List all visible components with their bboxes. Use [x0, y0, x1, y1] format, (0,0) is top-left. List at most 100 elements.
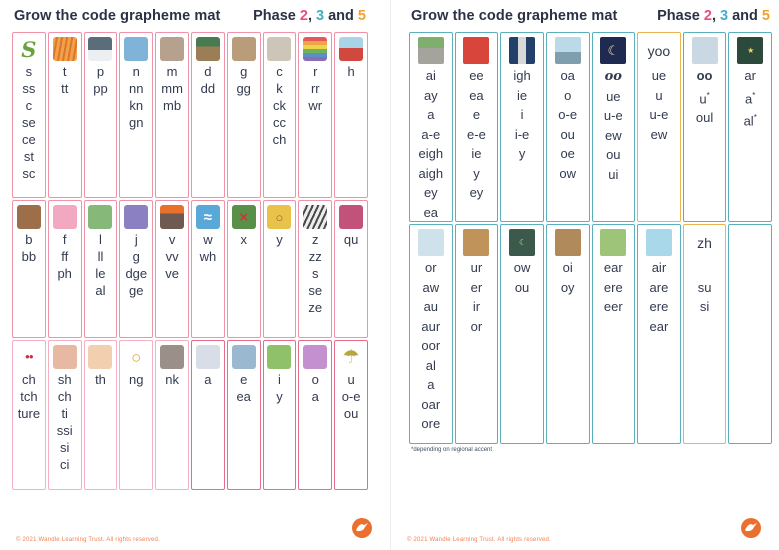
- accent-footnote: *depending on regional accent: [411, 447, 493, 453]
- grapheme: oe: [560, 146, 575, 161]
- grapheme: aur: [421, 318, 441, 334]
- cell-u: ☂ u o-e ou: [334, 340, 368, 490]
- grapheme: ore: [421, 416, 441, 431]
- thumb-icon: [88, 345, 113, 369]
- mouse-icon: [160, 37, 185, 61]
- cell-b: b bb: [12, 200, 46, 338]
- grapheme: ou: [606, 147, 621, 162]
- grapheme: c: [25, 98, 33, 113]
- phase-part: Phase: [253, 8, 300, 24]
- grapheme: ph: [57, 266, 72, 281]
- cell-x: × x: [226, 200, 261, 338]
- grapheme: tch: [20, 389, 38, 404]
- grapheme: ff: [61, 249, 69, 264]
- grapheme: aigh: [418, 165, 444, 181]
- grapheme: are: [649, 279, 669, 295]
- waves-icon: ≈: [195, 205, 220, 229]
- grapheme: ng: [129, 372, 144, 387]
- grapheme: oa: [560, 68, 575, 83]
- grapheme: m: [166, 64, 178, 79]
- grapheme: eigh: [418, 146, 444, 161]
- yoyo-icon: ○: [267, 205, 292, 229]
- grapheme: air: [651, 260, 667, 275]
- page-right: Grow the code grapheme mat Phase 2, 3 an…: [390, 0, 779, 550]
- grapheme: ci: [60, 457, 70, 472]
- phase-part: and: [324, 8, 358, 24]
- monkey-icon: [160, 345, 185, 369]
- volcano-icon: [160, 205, 185, 229]
- phase-part: and: [728, 8, 762, 24]
- grapheme: o-e: [341, 389, 361, 404]
- grapheme: y: [276, 389, 283, 404]
- cell-v: v vv ve: [155, 200, 189, 338]
- grapheme: a: [427, 377, 435, 392]
- grapheme: sh: [57, 372, 72, 387]
- grapheme: dd: [200, 81, 216, 96]
- cell-t: t tt: [47, 32, 82, 198]
- cell-f: f ff ph: [47, 200, 82, 338]
- grapheme: ow: [513, 260, 531, 275]
- grapheme: ch: [272, 132, 287, 147]
- grapheme: u: [347, 372, 355, 387]
- grapheme-text: oo: [696, 68, 713, 83]
- net-icon: [124, 37, 149, 61]
- grapheme: n: [132, 64, 140, 79]
- cell-j: j g dge ge: [119, 200, 154, 338]
- tiger-icon: [52, 37, 77, 61]
- tree-icon: [417, 37, 444, 64]
- cell-w: ≈ w wh: [190, 200, 225, 338]
- cell-ai: ai ay a a-e eigh aigh ey ea: [409, 32, 453, 222]
- grapheme: ie: [471, 146, 482, 161]
- phase-part: ,: [307, 8, 316, 24]
- grapheme: i: [278, 372, 281, 387]
- cell-e: e ea: [226, 340, 261, 490]
- duck-icon: [195, 37, 220, 61]
- grapheme: r: [313, 64, 318, 79]
- grapheme-text: u: [699, 90, 707, 106]
- grapheme: se: [22, 115, 36, 130]
- grapheme: u: [655, 87, 663, 103]
- grapheme-row: ai ay a a-e eigh aigh ey ea ee ea e e-e ie y ey igh ie i i…: [409, 32, 772, 222]
- page-left: Grow the code grapheme mat Phase 2, 3 an…: [12, 8, 372, 543]
- grapheme: y: [473, 165, 480, 181]
- cell-oo: oo u* oul: [682, 32, 727, 222]
- cell-air: air are ere ear: [637, 224, 681, 444]
- cell-empty: [728, 224, 772, 444]
- grapheme: i: [520, 107, 524, 122]
- grapheme: oo: [697, 66, 713, 86]
- grapheme: f: [62, 232, 67, 247]
- cell-yoo: yoo ue u u-e ew: [637, 32, 681, 222]
- grapheme-grid: ai ay a a-e eigh aigh ey ea ee ea e e-e ie y ey igh ie i i…: [409, 32, 772, 444]
- grapheme: u*: [699, 86, 709, 109]
- x-box-icon: ×: [231, 205, 256, 229]
- grapheme: st: [23, 149, 34, 164]
- cherries-glyph: ●●: [25, 352, 34, 361]
- phase-label: Phase 2, 3 and 5: [657, 8, 770, 24]
- grapheme: ck: [272, 98, 286, 113]
- grapheme: ir: [472, 299, 481, 314]
- grapheme: au: [423, 299, 439, 314]
- cell-zh: zh su si: [682, 224, 727, 444]
- rainbow-icon: [303, 37, 328, 61]
- grapheme: wh: [199, 249, 217, 264]
- grapheme: a*: [745, 86, 755, 109]
- grapheme: j: [134, 232, 138, 247]
- grapheme: e-e: [467, 126, 486, 142]
- grapheme: qu: [343, 232, 359, 247]
- grapheme: h: [347, 64, 355, 79]
- grapheme: mb: [163, 98, 182, 113]
- grapheme: i-e: [514, 126, 530, 142]
- grapheme: a-e: [421, 126, 441, 142]
- grapheme: th: [95, 372, 106, 387]
- grapheme: oi: [562, 260, 573, 275]
- phase-part: 2: [703, 8, 712, 24]
- grapheme: ew: [650, 126, 668, 142]
- cell-y: ○ y: [262, 200, 297, 338]
- umbrella-icon: ☂: [339, 345, 363, 369]
- grapheme: y: [518, 146, 526, 161]
- cell-ch: ●● ch tch ture: [12, 340, 46, 490]
- grapheme: b: [25, 232, 33, 247]
